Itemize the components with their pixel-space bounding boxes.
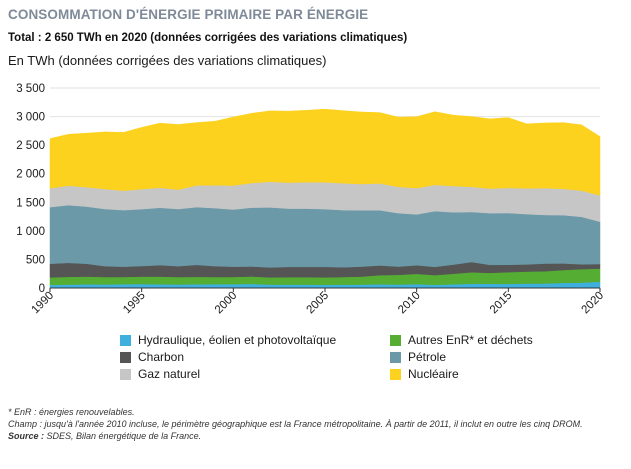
axes [49, 287, 601, 292]
chart-title: CONSOMMATION D'ÉNERGIE PRIMAIRE PAR ÉNER… [8, 7, 369, 22]
y-tick-label: 1 000 [16, 226, 45, 238]
legend-swatch [390, 351, 401, 363]
legend-label: Hydraulique, éolien et photovoltaïque [138, 333, 337, 347]
note-champ: Champ : jusqu'à l'année 2010 incluse, le… [8, 419, 583, 429]
y-tick-label: 0 [39, 283, 45, 295]
legend-swatch [390, 334, 401, 346]
x-tick-labels: 1990 1995 2000 2005 2010 2015 2020 [30, 290, 607, 317]
x-tick-label: 2010 [396, 290, 423, 317]
legend-swatch [120, 334, 131, 346]
area-series [49, 108, 601, 289]
chart-subtitle: Total : 2 650 TWh en 2020 (données corri… [8, 32, 408, 44]
legend-label: Pétrole [408, 350, 447, 364]
note-source: Source : SDES, Bilan énergétique de la F… [8, 430, 588, 442]
y-tick-label: 3 000 [16, 112, 45, 124]
legend-swatch [390, 368, 401, 380]
y-tick-labels: 0 500 1 000 1 500 2 000 2 500 3 000 3 500 [16, 83, 45, 295]
legend-label: Nucléaire [408, 367, 459, 381]
notes: * EnR : énergies renouvelables. Champ : … [8, 406, 588, 442]
legend-item: Charbon [120, 350, 184, 364]
y-tick-label: 1 500 [16, 197, 45, 209]
legend-swatch [120, 351, 131, 363]
x-tick-label: 2020 [580, 290, 607, 317]
legend-label: Charbon [138, 350, 185, 364]
note-enr: * EnR : énergies renouvelables. [8, 407, 135, 417]
area-nucleaire [49, 108, 601, 196]
x-tick-label: 2015 [488, 290, 515, 317]
x-tick-label: 2000 [213, 290, 240, 317]
x-tick-label: 1990 [30, 290, 57, 317]
y-tick-label: 3 500 [16, 83, 45, 95]
source-label: Source : [8, 431, 45, 441]
legend-item: Nucléaire [390, 367, 459, 381]
source-text: SDES, Bilan énergétique de la France. [46, 431, 202, 441]
y-tick-label: 2 000 [16, 169, 45, 181]
y-tick-label: 2 500 [16, 140, 45, 152]
y-axis-label: En TWh (données corrigées des variations… [8, 53, 327, 68]
x-tick-label: 1995 [121, 290, 148, 317]
legend-item: Gaz naturel [120, 367, 200, 381]
legend-item: Autres EnR* et déchets [390, 333, 533, 347]
legend-item: Pétrole [390, 350, 446, 364]
legend-label: Gaz naturel [138, 367, 201, 381]
x-tick-label: 2005 [305, 290, 332, 317]
legend-label: Autres EnR* et déchets [408, 333, 533, 347]
y-tick-label: 500 [26, 254, 45, 266]
legend-item: Hydraulique, éolien et photovoltaïque [120, 333, 336, 347]
legend-swatch [120, 368, 131, 380]
area-petrole [49, 204, 601, 268]
